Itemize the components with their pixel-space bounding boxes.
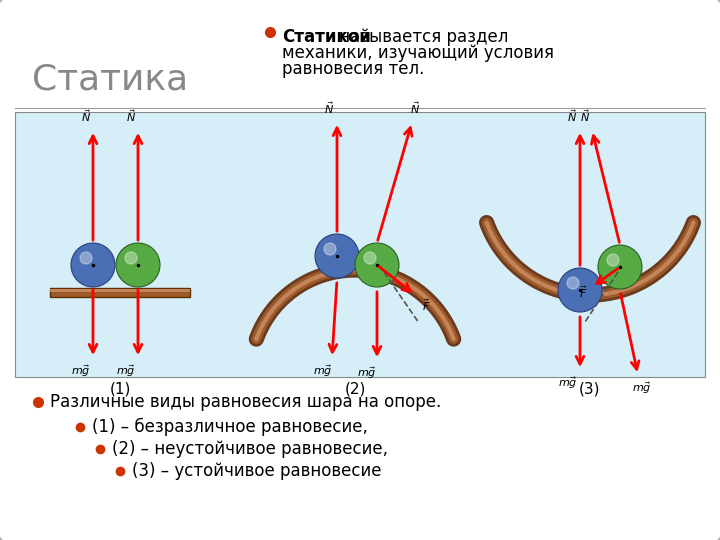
Text: $\vec{N}$: $\vec{N}$ [410, 100, 420, 116]
Text: $m\vec{g}$: $m\vec{g}$ [558, 375, 577, 391]
Circle shape [364, 252, 376, 264]
Text: Статикой: Статикой [282, 28, 371, 46]
Circle shape [315, 234, 359, 278]
Text: (2) – неустойчивое равновесие,: (2) – неустойчивое равновесие, [112, 440, 388, 458]
Circle shape [558, 268, 602, 312]
Circle shape [355, 243, 399, 287]
Bar [50, 288, 190, 297]
Circle shape [125, 252, 137, 264]
Text: (1) – безразличное равновесие,: (1) – безразличное равновесие, [92, 418, 368, 436]
Text: $m\vec{g}$: $m\vec{g}$ [632, 380, 652, 396]
Text: $\vec{N}$: $\vec{N}$ [81, 108, 91, 124]
Circle shape [607, 254, 619, 266]
Circle shape [71, 243, 115, 287]
Text: $\vec{N}$: $\vec{N}$ [126, 108, 136, 124]
Text: $\vec{F}$: $\vec{F}$ [580, 284, 588, 300]
Text: $\vec{F}$: $\vec{F}$ [422, 297, 431, 313]
Text: механики, изучающий условия: механики, изучающий условия [282, 44, 554, 62]
Text: (3) – устойчивое равновесие: (3) – устойчивое равновесие [132, 462, 382, 480]
Text: (2): (2) [344, 382, 366, 397]
Text: равновесия тел.: равновесия тел. [282, 60, 424, 78]
Text: $m\vec{g}$: $m\vec{g}$ [116, 363, 136, 379]
Text: $m\vec{g}$: $m\vec{g}$ [313, 363, 333, 379]
Text: $\vec{N}$: $\vec{N}$ [324, 100, 334, 116]
Text: $m\vec{g}$: $m\vec{g}$ [357, 365, 377, 381]
Text: называется раздел: называется раздел [334, 28, 508, 46]
Text: Различные виды равновесия шара на опоре.: Различные виды равновесия шара на опоре. [50, 393, 441, 411]
Circle shape [324, 243, 336, 255]
Text: (1): (1) [109, 382, 131, 397]
Text: $\vec{N}$: $\vec{N}$ [580, 108, 590, 124]
Circle shape [567, 277, 579, 289]
FancyBboxPatch shape [15, 112, 705, 377]
Circle shape [80, 252, 92, 264]
Bar [50, 289, 190, 292]
Text: $\vec{N}$: $\vec{N}$ [567, 108, 577, 124]
Circle shape [116, 243, 160, 287]
Text: Статика: Статика [32, 63, 188, 97]
Circle shape [598, 245, 642, 289]
Text: (3): (3) [580, 382, 600, 397]
Text: $m\vec{g}$: $m\vec{g}$ [71, 363, 91, 379]
